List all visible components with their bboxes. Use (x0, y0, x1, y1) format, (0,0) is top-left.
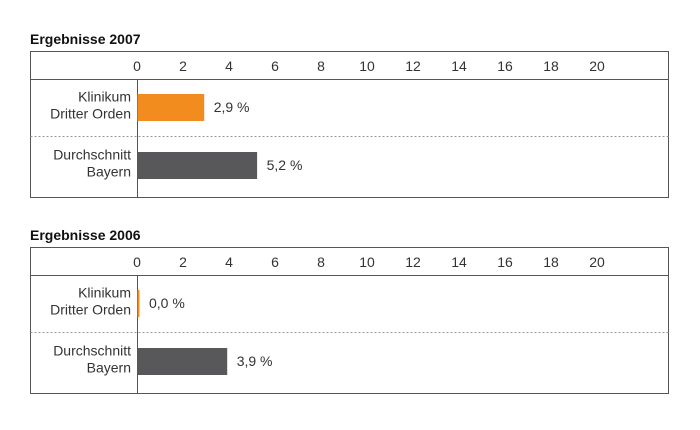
category-label: Bayern (87, 164, 131, 180)
bar (137, 94, 205, 121)
x-tick-label: 2 (179, 254, 187, 270)
x-tick-label: 16 (497, 58, 513, 74)
x-tick-label: 10 (359, 254, 375, 270)
x-tick-label: 18 (543, 58, 559, 74)
x-tick-label: 14 (451, 58, 467, 74)
category-label: Klinikum (78, 285, 131, 301)
x-tick-label: 8 (317, 254, 325, 270)
category-label: Dritter Orden (50, 302, 131, 318)
category-label: Durchschnitt (53, 147, 131, 163)
chart-title-2007: Ergebnisse 2007 (30, 31, 141, 47)
chart-title-2006: Ergebnisse 2006 (30, 227, 141, 243)
x-tick-label: 18 (543, 254, 559, 270)
x-tick-label: 10 (359, 58, 375, 74)
category-label: Klinikum (78, 89, 131, 105)
x-tick-label: 20 (589, 58, 605, 74)
bar (137, 290, 140, 317)
x-tick-label: 8 (317, 58, 325, 74)
data-label: 0,0 % (149, 295, 185, 311)
plot-border (30, 51, 669, 198)
x-tick-label: 12 (405, 254, 421, 270)
x-tick-label: 20 (589, 254, 605, 270)
category-label: Dritter Orden (50, 106, 131, 122)
bar (137, 348, 228, 375)
bar (137, 152, 258, 179)
x-tick-label: 12 (405, 58, 421, 74)
category-label: Bayern (87, 360, 131, 376)
x-tick-label: 6 (271, 254, 279, 270)
x-tick-label: 6 (271, 58, 279, 74)
plot-border (30, 247, 669, 394)
x-tick-label: 2 (179, 58, 187, 74)
data-label: 3,9 % (237, 353, 273, 369)
x-tick-label: 16 (497, 254, 513, 270)
x-tick-label: 4 (225, 254, 233, 270)
x-tick-labels: 0 2 4 6 8 10 12 14 16 18 20 (133, 254, 605, 270)
data-label: 2,9 % (214, 99, 250, 115)
x-tick-label: 4 (225, 58, 233, 74)
x-tick-label: 0 (133, 58, 141, 74)
category-label: Durchschnitt (53, 343, 131, 359)
x-tick-labels: 0 2 4 6 8 10 12 14 16 18 20 (133, 58, 605, 74)
data-label: 5,2 % (267, 157, 303, 173)
x-tick-label: 0 (133, 254, 141, 270)
x-tick-label: 14 (451, 254, 467, 270)
